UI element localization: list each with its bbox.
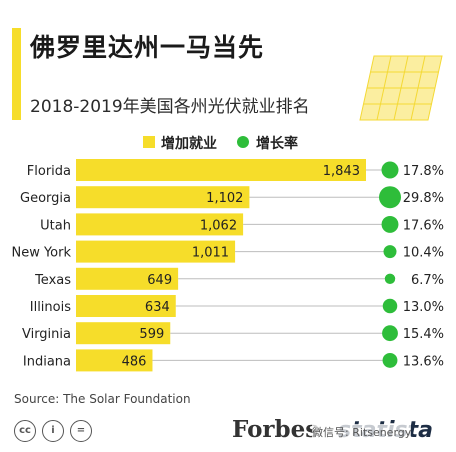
bar [76, 240, 236, 263]
growth-bubble [383, 245, 397, 259]
legend-label-growth: 增长率 [256, 136, 298, 152]
by-icon: i [42, 420, 64, 442]
solar-panel-icon [359, 55, 443, 121]
category-label: Utah [40, 218, 71, 233]
category-label: Texas [34, 273, 71, 288]
growth-label: 13.0% [403, 300, 444, 315]
value-label: 599 [139, 327, 164, 342]
bar [76, 295, 176, 317]
category-label: Virginia [22, 327, 71, 342]
bar-chart: Florida 1,843 17.8% Georgia 1,102 29.8% Utah 1,… [11, 159, 444, 372]
cc-icon-glyph: cc [19, 425, 31, 436]
bar [76, 349, 153, 372]
legend: 增加就业 增长率 [0, 132, 456, 152]
wechat-watermark: 微信号: Ritsenergy [312, 424, 412, 440]
footer: cc i = Forbes statista 微信号: Ritsenergy [0, 412, 456, 452]
legend-label-jobs: 增加就业 [161, 136, 217, 152]
growth-label: 10.4% [403, 246, 444, 261]
category-label: Indiana [23, 354, 71, 369]
nd-icon-glyph: = [76, 425, 86, 436]
growth-label: 29.8% [403, 191, 444, 206]
value-label: 486 [122, 354, 147, 369]
nd-icon: = [70, 420, 92, 442]
bar [76, 267, 179, 290]
growth-bubble [382, 325, 398, 342]
growth-bubble [384, 273, 396, 285]
category-label: New York [11, 246, 71, 261]
value-label: 1,011 [192, 246, 229, 261]
growth-bubble [381, 215, 399, 233]
bar [76, 322, 171, 345]
value-label: 649 [147, 273, 172, 288]
growth-label: 15.4% [403, 327, 444, 342]
growth-label: 17.6% [403, 218, 444, 233]
bar [76, 159, 366, 181]
category-label: Illinois [30, 300, 71, 315]
chart-subtitle: 2018-2019年美国各州光伏就业排名 [30, 97, 310, 117]
growth-bubble [382, 352, 398, 368]
value-label: 1,843 [323, 164, 360, 179]
legend-swatch-growth [237, 136, 249, 148]
value-label: 1,062 [200, 218, 237, 233]
growth-label: 6.7% [411, 273, 444, 288]
bar [76, 186, 250, 209]
accent-bar [12, 28, 21, 120]
category-label: Florida [27, 164, 71, 179]
category-label: Georgia [20, 191, 71, 206]
bar [76, 213, 244, 236]
growth-bubble [382, 298, 398, 314]
by-icon-glyph: i [51, 425, 55, 436]
source-note: Source: The Solar Foundation [14, 392, 191, 406]
growth-label: 17.8% [403, 164, 444, 179]
growth-label: 13.6% [403, 354, 444, 369]
value-label: 1,102 [206, 191, 243, 206]
legend-swatch-jobs [143, 136, 155, 148]
growth-bubble [379, 186, 401, 209]
forbes-logo: Forbes [232, 416, 319, 443]
chart-title: 佛罗里达州一马当先 [30, 33, 265, 62]
growth-bubble [381, 161, 399, 179]
cc-icon: cc [14, 420, 36, 442]
value-label: 634 [145, 300, 170, 315]
